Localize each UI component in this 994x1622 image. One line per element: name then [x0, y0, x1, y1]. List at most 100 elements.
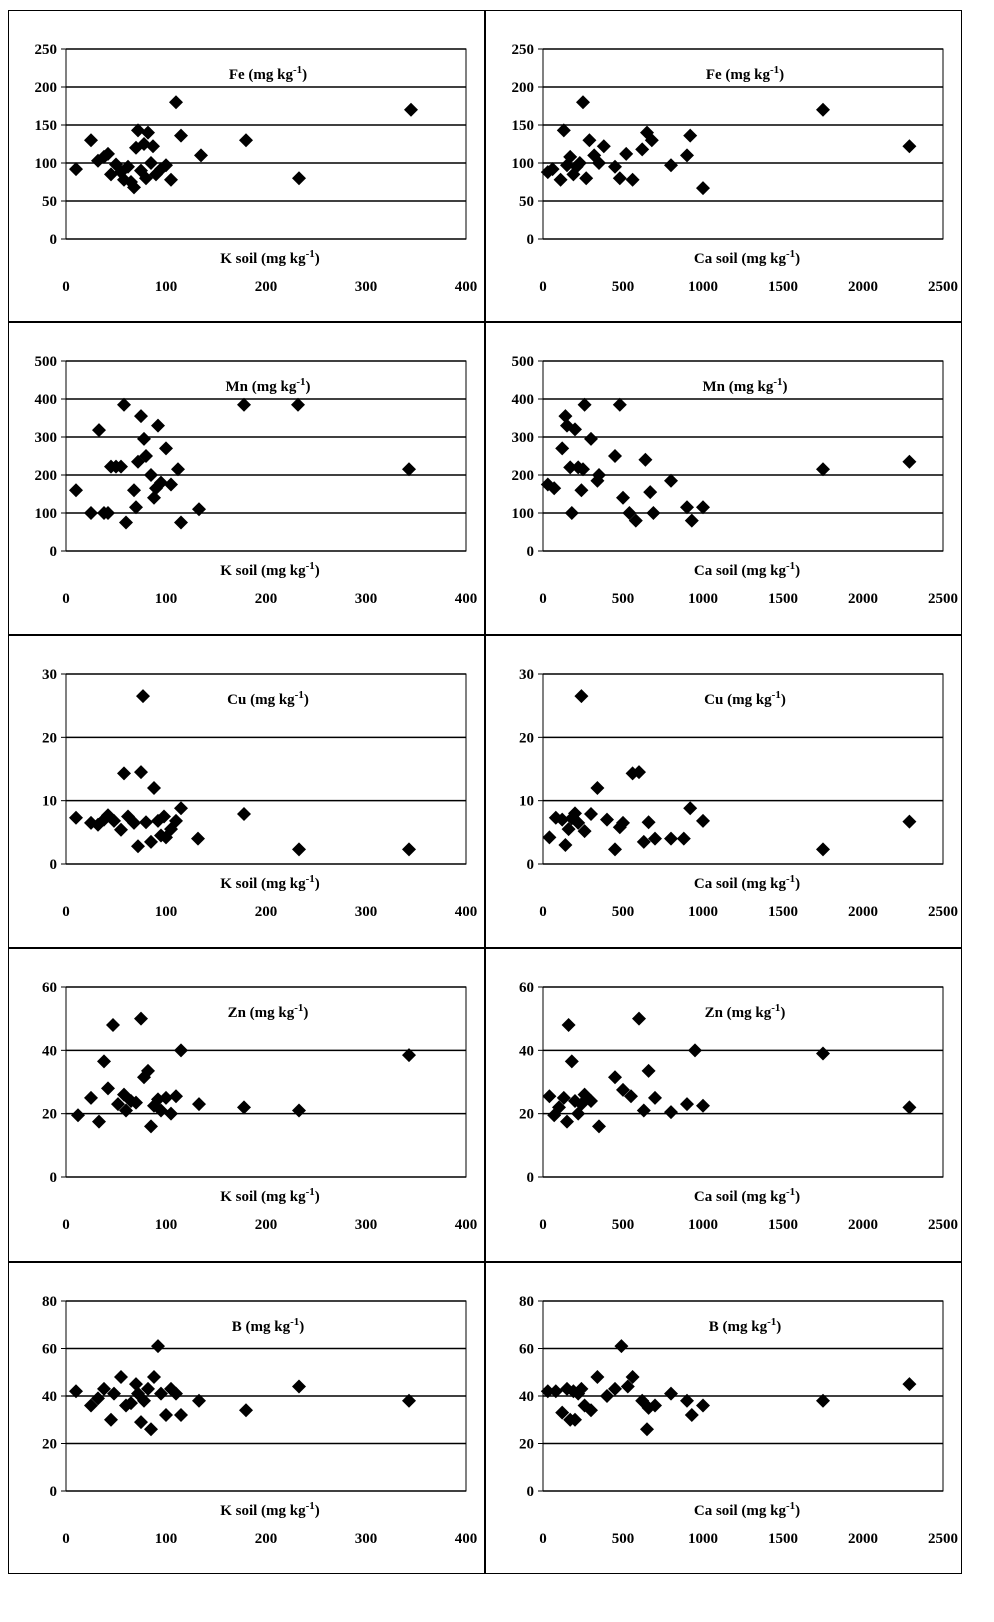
- y-tick-label: 20: [519, 730, 534, 746]
- x-tick-label: 2500: [928, 591, 958, 607]
- data-point: [574, 1097, 589, 1112]
- data-point: [164, 172, 178, 187]
- x-axis-label: Ca soil (mg kg-1): [694, 873, 800, 892]
- x-axis-label-superscript: -1: [786, 1500, 795, 1512]
- data-point: [635, 142, 650, 157]
- data-point: [139, 815, 153, 830]
- data-point: [632, 1011, 646, 1026]
- data-point: [614, 1339, 629, 1354]
- data-point: [119, 1103, 133, 1118]
- data-point: [608, 159, 622, 174]
- x-axis-label-text: K soil (mg kg: [220, 1503, 306, 1519]
- data-point: [560, 418, 574, 433]
- data-point: [816, 842, 830, 857]
- data-point: [568, 422, 582, 437]
- data-point: [542, 830, 557, 845]
- data-point: [592, 468, 606, 482]
- x-tick-label: 100: [155, 904, 178, 920]
- data-point: [127, 483, 141, 498]
- x-axis-label-close: ): [795, 563, 800, 579]
- chart-title-close: ): [303, 1005, 308, 1021]
- data-point: [237, 397, 251, 412]
- data-point: [92, 1114, 106, 1129]
- y-tick-label: 500: [35, 354, 58, 370]
- data-point: [137, 431, 151, 446]
- data-point: [69, 162, 83, 177]
- data-point: [134, 765, 148, 780]
- y-tick-label: 0: [527, 857, 535, 873]
- data-point: [566, 167, 581, 182]
- x-axis-label: K soil (mg kg-1): [220, 560, 320, 579]
- chart-title-close: ): [302, 67, 307, 83]
- data-point: [171, 462, 185, 477]
- x-tick-label: 100: [155, 1217, 178, 1233]
- x-tick-label: 300: [355, 1531, 378, 1547]
- chart-panel-9: 0 20 40 60 80 0 100 200 300 400 B (mg kg-1) K soil …: [8, 1262, 485, 1574]
- x-tick-label: 0: [62, 1217, 70, 1233]
- data-point: [555, 441, 570, 456]
- x-axis-label-text: K soil (mg kg: [220, 251, 306, 267]
- chart-title-close: ): [781, 692, 786, 708]
- x-axis-label-superscript: -1: [306, 1186, 315, 1198]
- data-point: [121, 159, 135, 174]
- chart-title: Mn (mg kg-1): [225, 376, 310, 395]
- data-point: [571, 1386, 586, 1401]
- chart-panel-5: 0 10 20 30 0 100 200 300 400 Cu (mg kg-1) K soil (…: [8, 635, 485, 948]
- x-tick-label: 200: [255, 1217, 278, 1233]
- x-axis-label-superscript: -1: [786, 560, 795, 572]
- chart-title-text: Cu (mg kg: [704, 692, 772, 708]
- data-point: [582, 133, 597, 148]
- chart-title-text: Zn (mg kg: [228, 1005, 295, 1021]
- data-point: [577, 397, 592, 412]
- chart-title: B (mg kg-1): [709, 1316, 782, 1335]
- data-point: [151, 418, 165, 433]
- data-point: [131, 123, 145, 138]
- data-point: [696, 500, 710, 515]
- x-axis-label-superscript: -1: [306, 248, 315, 260]
- data-point: [169, 1089, 183, 1104]
- data-point: [680, 1393, 694, 1408]
- data-point: [151, 1339, 165, 1354]
- data-point: [902, 139, 917, 154]
- data-point: [402, 1393, 416, 1408]
- data-point: [608, 1070, 622, 1085]
- x-tick-label: 2000: [848, 1217, 878, 1233]
- data-point: [553, 172, 568, 187]
- data-point: [548, 1384, 563, 1399]
- y-tick-label: 100: [35, 506, 58, 522]
- chart-title-text: Cu (mg kg: [227, 692, 295, 708]
- data-point: [636, 834, 651, 849]
- data-point: [696, 181, 710, 196]
- data-point: [147, 1370, 161, 1384]
- y-tick-label: 300: [35, 430, 58, 446]
- x-axis-label-text: Ca soil (mg kg: [694, 1503, 787, 1519]
- data-point: [574, 483, 589, 498]
- data-point: [643, 485, 658, 500]
- data-point: [664, 1105, 678, 1120]
- data-point: [159, 1408, 173, 1422]
- data-point: [902, 454, 917, 469]
- data-point: [816, 462, 830, 477]
- chart-title-close: ): [783, 379, 788, 395]
- data-point: [117, 766, 131, 781]
- x-axis-label-superscript: -1: [786, 873, 795, 885]
- x-tick-label: 1000: [688, 904, 718, 920]
- data-point: [664, 158, 678, 173]
- x-axis-label-superscript: -1: [786, 248, 795, 260]
- y-tick-label: 20: [519, 1437, 534, 1453]
- data-point: [816, 1393, 830, 1408]
- data-point: [292, 1103, 306, 1118]
- y-tick-label: 0: [50, 1170, 58, 1186]
- x-axis-label-close: ): [315, 1189, 320, 1205]
- chart-title-superscript: -1: [770, 64, 779, 76]
- data-point: [124, 1396, 138, 1411]
- x-tick-label: 1500: [768, 279, 798, 295]
- data-point: [292, 1379, 306, 1394]
- data-point: [111, 1097, 125, 1112]
- data-point: [84, 133, 98, 148]
- data-point: [174, 1043, 188, 1058]
- data-point: [69, 810, 83, 825]
